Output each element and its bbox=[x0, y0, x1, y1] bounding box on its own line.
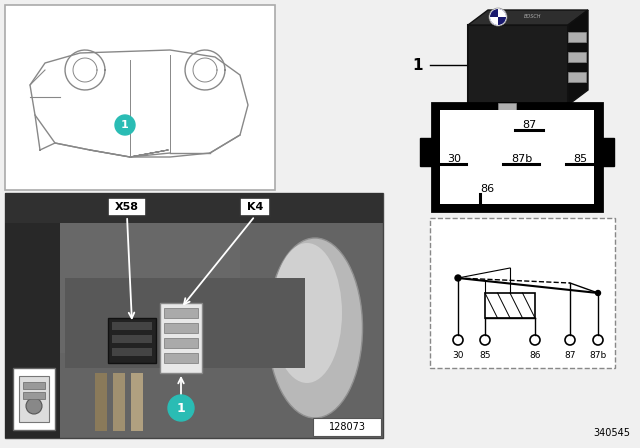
Bar bbox=[160, 303, 202, 373]
Text: BOSCH: BOSCH bbox=[524, 13, 541, 18]
Bar bbox=[430, 218, 615, 368]
Polygon shape bbox=[568, 10, 588, 105]
Ellipse shape bbox=[268, 238, 362, 418]
Text: 86: 86 bbox=[480, 184, 494, 194]
Bar bbox=[164, 323, 198, 333]
Wedge shape bbox=[498, 9, 506, 17]
Bar bbox=[65, 278, 305, 368]
Text: 340545: 340545 bbox=[593, 428, 630, 438]
Bar bbox=[568, 52, 586, 62]
Circle shape bbox=[168, 395, 194, 421]
Bar bbox=[108, 318, 156, 363]
Bar bbox=[313, 418, 381, 436]
Bar bbox=[568, 32, 586, 42]
Circle shape bbox=[455, 275, 461, 281]
Bar bbox=[164, 338, 198, 348]
Polygon shape bbox=[468, 10, 588, 25]
Bar bbox=[240, 198, 270, 216]
Bar bbox=[601, 138, 614, 166]
Circle shape bbox=[26, 398, 42, 414]
Bar bbox=[568, 72, 586, 82]
Bar bbox=[440, 110, 594, 204]
Bar bbox=[60, 223, 240, 353]
Bar bbox=[19, 376, 49, 422]
Bar bbox=[468, 25, 568, 105]
Bar bbox=[432, 103, 602, 211]
Wedge shape bbox=[490, 17, 498, 25]
Text: 128073: 128073 bbox=[328, 422, 365, 432]
Text: X58: X58 bbox=[115, 202, 139, 212]
Text: 87b: 87b bbox=[511, 154, 532, 164]
Text: 85: 85 bbox=[479, 352, 491, 361]
Bar bbox=[112, 322, 152, 330]
Text: 30: 30 bbox=[447, 154, 461, 164]
Bar bbox=[5, 193, 60, 438]
Circle shape bbox=[595, 290, 600, 296]
Bar bbox=[95, 373, 107, 431]
Text: K4: K4 bbox=[247, 202, 263, 212]
Bar bbox=[5, 193, 383, 438]
Circle shape bbox=[490, 9, 506, 25]
Bar bbox=[5, 5, 275, 190]
Bar bbox=[164, 308, 198, 318]
Text: 1: 1 bbox=[121, 120, 129, 130]
Text: 30: 30 bbox=[452, 352, 464, 361]
Text: 87b: 87b bbox=[589, 352, 607, 361]
Bar bbox=[23, 382, 45, 389]
Ellipse shape bbox=[272, 243, 342, 383]
Text: 1: 1 bbox=[413, 57, 423, 73]
Bar bbox=[23, 392, 45, 399]
Circle shape bbox=[489, 8, 507, 26]
Bar bbox=[112, 335, 152, 343]
Bar bbox=[108, 198, 146, 216]
Bar bbox=[131, 373, 143, 431]
Circle shape bbox=[115, 115, 135, 135]
Bar bbox=[5, 193, 383, 223]
Text: 85: 85 bbox=[573, 154, 587, 164]
Text: 86: 86 bbox=[529, 352, 541, 361]
Bar bbox=[112, 348, 152, 356]
Text: 87: 87 bbox=[522, 120, 536, 130]
Bar bbox=[485, 293, 535, 318]
Bar bbox=[164, 353, 198, 363]
Bar bbox=[420, 138, 433, 166]
Text: 1: 1 bbox=[177, 401, 186, 414]
Bar bbox=[13, 368, 55, 430]
Bar bbox=[113, 373, 125, 431]
Text: 87: 87 bbox=[564, 352, 576, 361]
Bar bbox=[498, 103, 516, 113]
